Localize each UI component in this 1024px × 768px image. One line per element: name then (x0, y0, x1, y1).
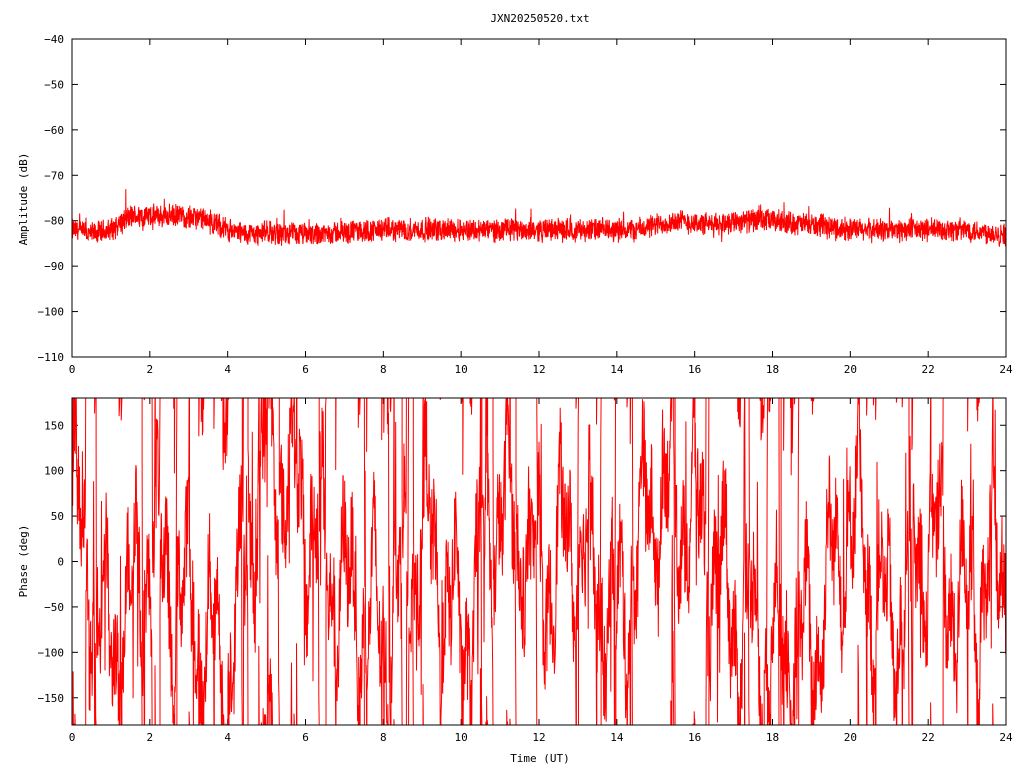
y-tick-label: −100 (38, 646, 65, 659)
x-axis-label: Time (UT) (510, 752, 570, 765)
y-tick-label: −110 (38, 351, 65, 364)
y-tick-label: −150 (38, 692, 65, 705)
y-tick-label: −60 (44, 124, 64, 137)
x-tick-label: 4 (224, 731, 231, 744)
y-tick-label: −50 (44, 601, 64, 614)
x-tick-label: 6 (302, 731, 309, 744)
phase-series-line (71, 397, 1007, 726)
x-tick-label: 14 (610, 363, 624, 376)
x-tick-label: 6 (302, 363, 309, 376)
y-tick-label: 100 (44, 465, 64, 478)
y-tick-label: 0 (57, 556, 64, 569)
x-tick-label: 22 (922, 363, 935, 376)
x-tick-label: 10 (455, 363, 468, 376)
y-tick-label: −50 (44, 78, 64, 91)
y-tick-label: 150 (44, 419, 64, 432)
x-tick-label: 24 (999, 731, 1013, 744)
x-tick-label: 24 (999, 363, 1013, 376)
x-tick-label: 4 (224, 363, 231, 376)
x-tick-label: 18 (766, 363, 779, 376)
x-tick-label: 20 (844, 731, 857, 744)
x-tick-label: 16 (688, 731, 701, 744)
y-tick-label: −90 (44, 260, 64, 273)
y-tick-label: −80 (44, 215, 64, 228)
x-tick-label: 14 (610, 731, 624, 744)
y-tick-label: −70 (44, 169, 64, 182)
x-tick-label: 20 (844, 363, 857, 376)
x-tick-label: 8 (380, 363, 387, 376)
amplitude-y-axis-label: Amplitude (dB) (17, 153, 30, 246)
x-tick-label: 0 (69, 363, 76, 376)
x-tick-label: 8 (380, 731, 387, 744)
chart-title: JXN20250520.txt (490, 12, 589, 25)
y-tick-label: −100 (38, 306, 65, 319)
x-tick-label: 22 (922, 731, 935, 744)
phase-y-axis-label: Phase (deg) (17, 525, 30, 598)
y-tick-label: 50 (51, 510, 64, 523)
x-tick-label: 16 (688, 363, 701, 376)
x-tick-label: 2 (147, 363, 154, 376)
phase-plot-frame (71, 397, 1007, 726)
x-tick-label: 18 (766, 731, 779, 744)
amplitude-panel: −110−100−90−80−70−60−50−400 2 4 6 8 10 12 14 16 1… (38, 33, 1013, 376)
amplitude-series-line (71, 189, 1007, 247)
x-tick-label: 2 (147, 731, 154, 744)
y-tick-label: −40 (44, 33, 64, 46)
x-tick-label: 12 (532, 363, 545, 376)
amplitude-plot-frame (71, 38, 1007, 358)
x-tick-label: 0 (69, 731, 76, 744)
x-tick-label: 12 (532, 731, 545, 744)
x-tick-label: 10 (455, 731, 468, 744)
